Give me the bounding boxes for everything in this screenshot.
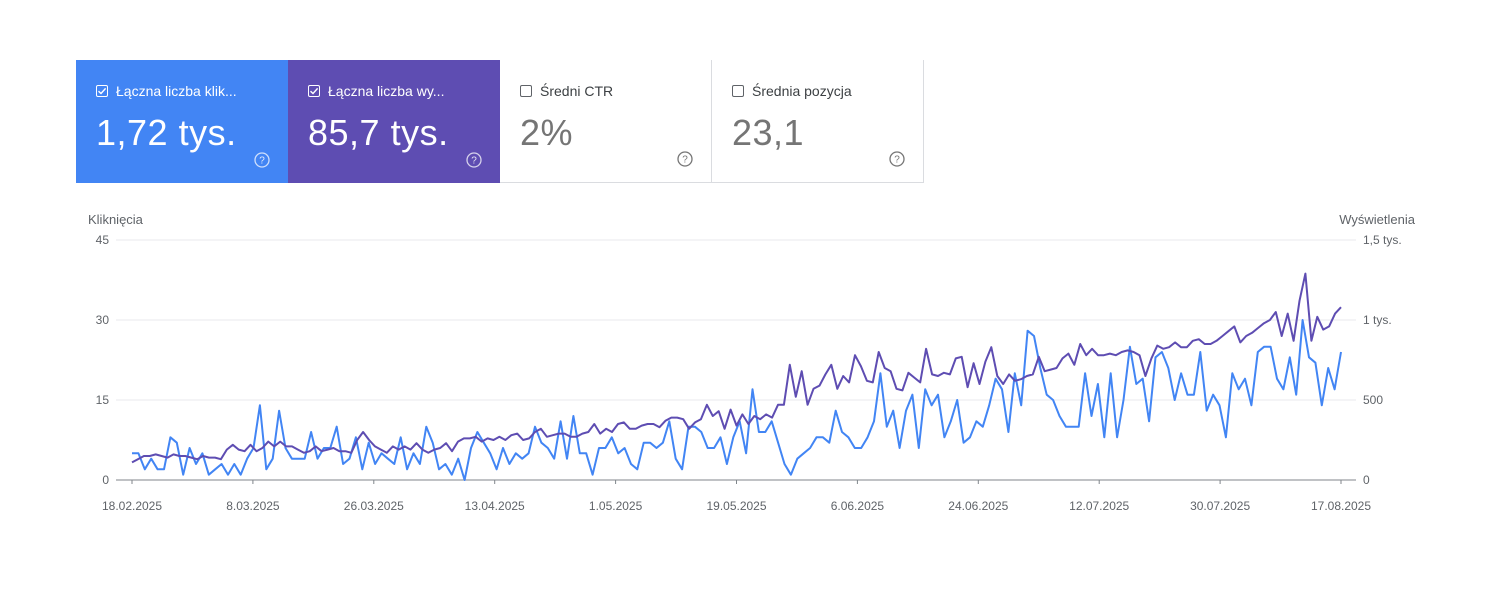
right-tick-label: 500 (1363, 393, 1383, 407)
help-circle-icon[interactable]: ? (466, 152, 482, 168)
card-value: 23,1 (732, 112, 805, 153)
card-value: 85,7 tys. (308, 112, 449, 153)
card-average-ctr[interactable]: Średni CTR 2% ? (500, 60, 712, 183)
checkbox-icon[interactable] (732, 85, 744, 97)
card-header: Łączna liczba wy... (308, 83, 444, 99)
right-tick-label: 1 tys. (1363, 313, 1392, 327)
svg-text:?: ? (259, 156, 265, 167)
left-tick-label: 30 (96, 313, 110, 327)
help-circle-icon[interactable]: ? (889, 151, 905, 167)
impressions-series-line (131, 272, 1342, 464)
x-tick-label: 12.07.2025 (1069, 499, 1129, 513)
left-tick-label: 15 (96, 393, 110, 407)
x-tick-label: 1.05.2025 (589, 499, 643, 513)
card-total-clicks[interactable]: Łączna liczba klik... 1,72 tys. ? (76, 60, 288, 183)
card-average-position[interactable]: Średnia pozycja 23,1 ? (712, 60, 924, 183)
left-tick-label: 0 (102, 473, 109, 487)
right-tick-label: 1,5 tys. (1363, 233, 1402, 247)
card-total-impressions[interactable]: Łączna liczba wy... 85,7 tys. ? (288, 60, 500, 183)
card-header: Łączna liczba klik... (96, 83, 237, 99)
card-header: Średni CTR (520, 83, 613, 99)
x-tick-label: 30.07.2025 (1190, 499, 1250, 513)
checkbox-icon[interactable] (520, 85, 532, 97)
metric-cards: Łączna liczba klik... 1,72 tys. ? Łączna… (76, 60, 924, 183)
x-tick-label: 13.04.2025 (465, 499, 525, 513)
help-circle-icon[interactable]: ? (677, 151, 693, 167)
svg-text:?: ? (471, 156, 477, 167)
right-tick-label: 0 (1363, 473, 1370, 487)
card-value: 1,72 tys. (96, 112, 237, 153)
x-tick-label: 8.03.2025 (226, 499, 280, 513)
x-tick-label: 24.06.2025 (948, 499, 1008, 513)
x-tick-label: 17.08.2025 (1311, 499, 1371, 513)
x-tick-label: 18.02.2025 (102, 499, 162, 513)
card-label: Średni CTR (540, 83, 614, 99)
x-tick-label: 26.03.2025 (344, 499, 404, 513)
card-label: Łączna liczba wy... (328, 83, 445, 99)
left-tick-label: 45 (96, 233, 110, 247)
clicks-series-line (132, 319, 1342, 481)
help-circle-icon[interactable]: ? (254, 152, 270, 168)
x-tick-label: 19.05.2025 (706, 499, 766, 513)
svg-text:?: ? (682, 155, 688, 166)
checkbox-icon[interactable] (96, 85, 108, 97)
x-tick-label: 6.06.2025 (831, 499, 885, 513)
card-label: Łączna liczba klik... (116, 83, 237, 99)
svg-text:?: ? (894, 155, 900, 166)
card-label: Średnia pozycja (752, 83, 852, 99)
checkbox-icon[interactable] (308, 85, 320, 97)
card-header: Średnia pozycja (732, 83, 852, 99)
left-axis-title: Kliknięcia (88, 212, 143, 227)
card-value: 2% (520, 112, 574, 153)
right-axis-title: Wyświetlenia (1339, 212, 1415, 227)
